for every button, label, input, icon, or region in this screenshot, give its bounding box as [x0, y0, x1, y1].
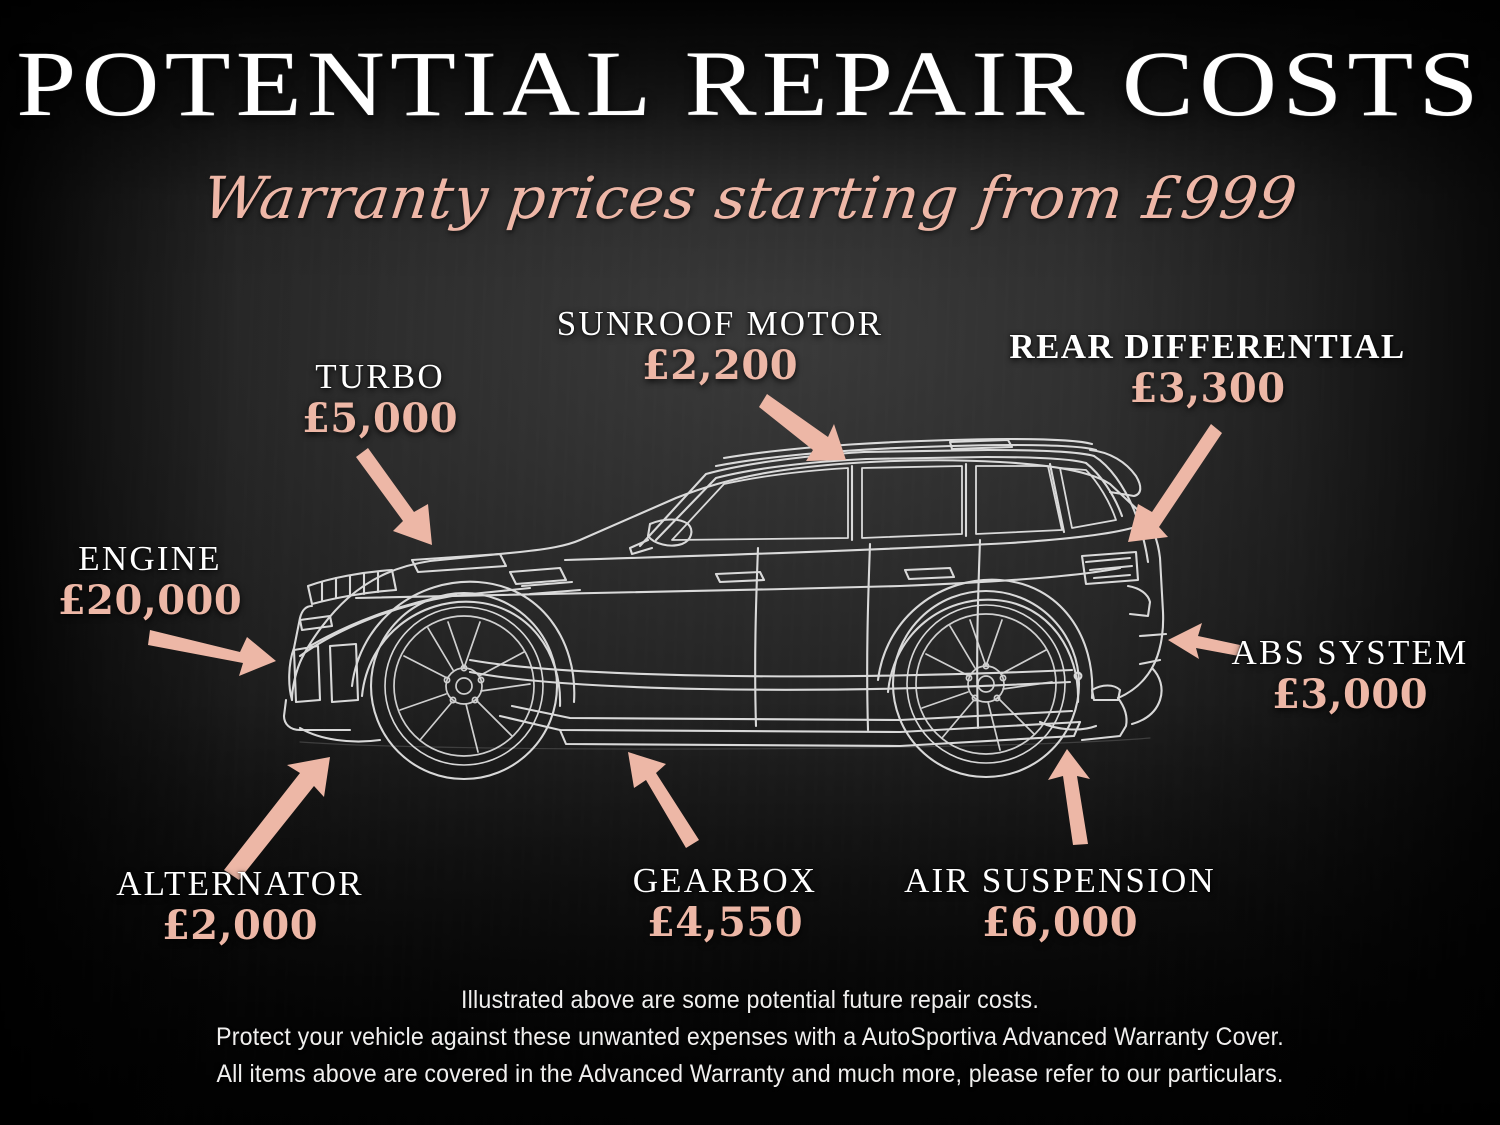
arrow-alternator — [224, 757, 330, 880]
callout-label-sunroof-motor: SUNROOF MOTOR — [556, 304, 884, 343]
callout-air-suspension: AIR SUSPENSION £6,000 — [880, 862, 1240, 945]
callout-price-rear-differential: £3,300 — [1129, 364, 1286, 412]
callout-label-air-suspension: AIR SUSPENSION — [904, 861, 1216, 900]
callout-label-abs-system: ABS SYSTEM — [1231, 633, 1469, 672]
page-subtitle: Warranty prices starting from £999 — [199, 164, 1302, 232]
callout-alternator: ALTERNATOR £2,000 — [45, 865, 435, 948]
footer-disclaimer: Illustrated above are some potential fut… — [53, 982, 1448, 1093]
callout-label-alternator: ALTERNATOR — [116, 864, 364, 903]
callout-abs-system: ABS SYSTEM £3,000 — [1190, 634, 1500, 717]
callout-rear-differential: REAR DIFFERENTIAL £3,300 — [935, 328, 1480, 411]
callout-label-rear-differential: REAR DIFFERENTIAL — [1009, 327, 1406, 366]
arrow-abs-system — [1168, 623, 1240, 659]
callout-turbo: TURBO £5,000 — [220, 358, 540, 441]
callout-price-alternator: £2,000 — [161, 901, 319, 949]
arrow-rear-differential — [1128, 424, 1222, 542]
callout-label-turbo: TURBO — [315, 357, 445, 396]
callout-engine: ENGINE £20,000 — [0, 540, 310, 623]
arrow-engine — [148, 630, 276, 676]
footer-line-2: Protect your vehicle against these unwan… — [216, 1023, 1284, 1051]
callout-price-turbo: £5,000 — [301, 394, 459, 442]
arrow-sunroof-motor — [759, 394, 846, 461]
callout-label-engine: ENGINE — [78, 539, 222, 578]
footer-line-1: Illustrated above are some potential fut… — [461, 986, 1039, 1014]
footer-line-3: All items above are covered in the Advan… — [216, 1060, 1284, 1088]
callout-price-gearbox: £4,550 — [646, 898, 804, 946]
page-title: POTENTIAL REPAIR COSTS — [16, 33, 1484, 136]
arrow-gearbox — [628, 752, 699, 848]
callout-label-gearbox: GEARBOX — [632, 861, 818, 900]
callout-price-abs-system: £3,000 — [1271, 670, 1429, 718]
callout-gearbox: GEARBOX £4,550 — [560, 862, 890, 945]
arrow-air-suspension — [1048, 749, 1090, 845]
callout-price-air-suspension: £6,000 — [981, 898, 1139, 946]
callout-price-engine: £20,000 — [57, 576, 243, 624]
callout-sunroof-motor: SUNROOF MOTOR £2,200 — [450, 305, 990, 388]
arrow-turbo — [356, 448, 432, 545]
callout-price-sunroof-motor: £2,200 — [641, 341, 799, 389]
